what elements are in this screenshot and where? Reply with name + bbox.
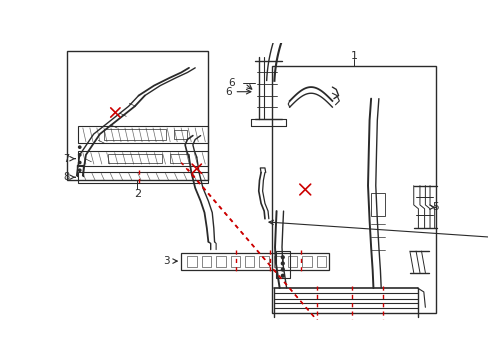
Circle shape xyxy=(281,262,284,265)
Bar xyxy=(78,151,208,166)
Circle shape xyxy=(79,161,81,164)
Bar xyxy=(78,172,208,183)
Bar xyxy=(230,256,240,266)
Bar xyxy=(316,256,325,266)
Text: 1: 1 xyxy=(350,50,357,60)
Bar xyxy=(244,256,254,266)
Circle shape xyxy=(79,146,81,148)
Text: 7: 7 xyxy=(63,154,75,164)
Text: 3: 3 xyxy=(163,256,177,266)
Circle shape xyxy=(281,256,284,258)
Bar xyxy=(78,126,208,143)
Bar xyxy=(202,256,211,266)
Bar xyxy=(173,130,187,139)
Text: 4: 4 xyxy=(268,220,488,244)
Bar xyxy=(181,253,328,270)
Circle shape xyxy=(281,268,284,271)
Bar xyxy=(103,130,165,140)
Bar xyxy=(271,66,435,313)
Bar xyxy=(302,256,311,266)
Bar xyxy=(216,256,225,266)
Text: 2: 2 xyxy=(134,189,141,199)
Text: 5: 5 xyxy=(429,202,438,212)
Circle shape xyxy=(79,169,81,171)
Bar xyxy=(107,154,162,163)
Bar xyxy=(259,256,268,266)
Circle shape xyxy=(281,274,284,277)
Text: 6: 6 xyxy=(228,78,234,88)
Bar xyxy=(187,256,196,266)
Bar xyxy=(287,256,297,266)
Bar xyxy=(66,51,208,180)
Text: 6: 6 xyxy=(224,87,250,97)
Bar xyxy=(169,154,189,163)
Bar xyxy=(370,193,384,216)
Bar xyxy=(273,256,283,266)
Bar xyxy=(275,251,289,278)
Circle shape xyxy=(79,154,81,156)
Text: 8: 8 xyxy=(63,172,75,182)
